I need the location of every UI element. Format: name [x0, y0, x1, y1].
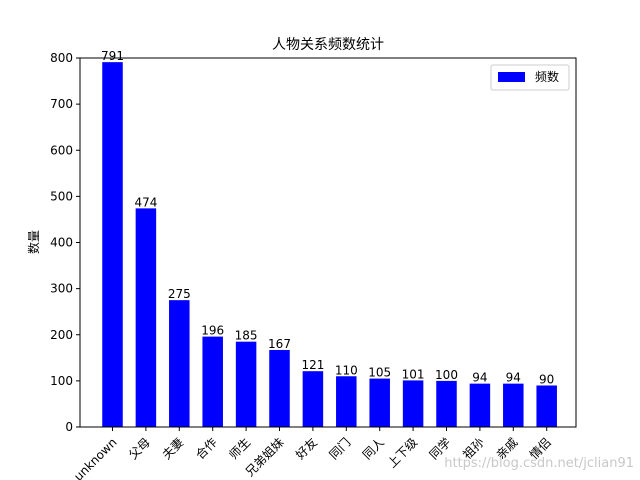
- legend: 频数: [490, 64, 570, 91]
- legend-swatch: [498, 72, 525, 82]
- bar-7: [336, 376, 357, 427]
- bar-8: [369, 378, 390, 427]
- x-tick-label-1: 父母: [126, 435, 153, 462]
- y-tick-label-6: 600: [50, 143, 73, 157]
- data-labels-group: 791 474 275 196 185 167 121 110 105 101 100 94 94 90: [101, 49, 554, 386]
- x-tick-label-2: 夫妻: [160, 435, 187, 462]
- y-tick-label-3: 300: [50, 282, 73, 296]
- data-label-5: 167: [268, 337, 291, 351]
- y-tick-label-2: 200: [50, 328, 73, 342]
- bar-12: [503, 383, 524, 427]
- x-tick-label-7: 同门: [326, 435, 354, 463]
- bar-6: [302, 371, 324, 427]
- bar-5: [269, 349, 290, 427]
- bar-10: [436, 380, 457, 428]
- y-tick-label-1: 100: [50, 374, 73, 388]
- bar-2: [169, 300, 190, 427]
- data-label-3: 196: [201, 324, 224, 338]
- legend-label: 频数: [535, 69, 559, 84]
- y-tick-label-7: 700: [50, 97, 73, 111]
- x-tick-label-0: unknown: [71, 435, 119, 480]
- data-label-9: 101: [402, 367, 425, 381]
- x-tick-label-6: 好友: [293, 435, 320, 462]
- bar-1: [135, 208, 157, 427]
- watermark: https://blog.csdn.net/jclian91: [444, 456, 634, 471]
- bar-4: [235, 341, 257, 427]
- y-tick-label-0: 0: [65, 420, 73, 434]
- data-label-4: 185: [235, 329, 258, 343]
- y-tick-label-4: 400: [50, 236, 73, 250]
- bar-9: [402, 380, 424, 427]
- plot-area-frame: [79, 57, 577, 428]
- data-label-2: 275: [168, 287, 191, 301]
- bar-13: [536, 385, 557, 427]
- data-label-8: 105: [368, 366, 391, 380]
- chart-title: 人物关系频数统计: [272, 37, 384, 53]
- data-label-13: 90: [539, 372, 554, 386]
- y-tick-label-8: 800: [50, 51, 73, 65]
- bar-11: [469, 383, 491, 427]
- bar-3: [202, 336, 223, 427]
- x-tick-label-3: 合作: [192, 435, 220, 463]
- bar-0: [102, 62, 123, 428]
- data-label-0: 791: [101, 49, 124, 63]
- data-label-10: 100: [435, 368, 458, 382]
- y-tick-label-5: 500: [50, 189, 73, 203]
- data-label-6: 121: [301, 358, 324, 372]
- x-tick-label-8: 同人: [360, 435, 387, 462]
- legend-box: [490, 64, 570, 91]
- y-axis-label: 数量: [26, 230, 41, 254]
- bars-group: [102, 62, 557, 428]
- x-tick-label-9: 上下级: [385, 435, 420, 470]
- data-label-1: 474: [134, 195, 157, 209]
- x-tick-label-4: 师生: [226, 435, 253, 462]
- y-axis-ticks: 0 100 200 300 400 500 600 700 800: [50, 51, 80, 434]
- data-label-11: 94: [472, 371, 487, 385]
- data-label-12: 94: [506, 371, 521, 385]
- data-label-7: 110: [335, 363, 358, 377]
